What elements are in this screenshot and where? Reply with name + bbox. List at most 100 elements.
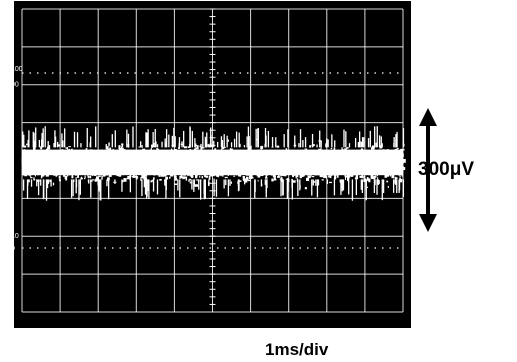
trace-point xyxy=(322,152,324,154)
trace-point xyxy=(29,172,30,174)
trace-point xyxy=(356,162,358,164)
trace-point xyxy=(158,175,160,176)
trace-point xyxy=(293,180,296,182)
trace-point xyxy=(400,176,401,178)
trace-spike xyxy=(128,134,129,148)
trace-spike xyxy=(287,129,288,147)
trace-point xyxy=(331,153,334,155)
trace-point xyxy=(189,163,191,167)
trace-point xyxy=(47,156,49,159)
trace-point xyxy=(178,169,180,170)
trace-point xyxy=(129,155,131,158)
trace-spike xyxy=(327,179,328,184)
trace-point xyxy=(88,160,89,163)
trace-spike xyxy=(395,140,396,148)
trace-spike xyxy=(348,179,349,194)
trace-point xyxy=(220,154,221,158)
trace-point xyxy=(33,149,35,151)
trace-spike xyxy=(258,128,259,147)
trace-point xyxy=(201,154,203,156)
trace-point xyxy=(252,171,255,174)
trace-spike xyxy=(98,179,99,191)
trace-point xyxy=(355,157,358,159)
trace-point xyxy=(173,156,175,158)
trace-point xyxy=(45,153,46,154)
trace-spike xyxy=(231,142,232,147)
trace-spike xyxy=(313,179,314,185)
trace-point xyxy=(198,164,200,167)
trace-point xyxy=(258,175,260,177)
trace-point xyxy=(193,152,195,155)
trace-point xyxy=(111,166,113,169)
trace-point xyxy=(248,169,251,170)
trace-point xyxy=(178,147,180,149)
trace-spike xyxy=(74,132,75,148)
trace-point xyxy=(206,170,208,173)
trace-point xyxy=(201,171,202,172)
time-scale-label: 1ms/div xyxy=(265,340,328,360)
trace-point xyxy=(237,151,239,152)
trace-point xyxy=(105,159,107,161)
trace-point xyxy=(74,157,75,159)
trace-spike xyxy=(33,133,34,147)
trace-spike xyxy=(22,131,23,147)
trace-spike xyxy=(27,140,28,147)
trace-point xyxy=(379,173,381,175)
trace-spike xyxy=(370,131,371,147)
trace-point xyxy=(92,165,95,168)
trace-point xyxy=(164,173,166,176)
trace-point xyxy=(303,154,306,156)
trace-point xyxy=(129,165,130,167)
trace-spike xyxy=(376,179,377,194)
trace-point xyxy=(29,158,31,161)
trace-point xyxy=(159,179,161,181)
trace-point xyxy=(359,172,361,174)
trace-point xyxy=(61,171,63,175)
trace-spike xyxy=(40,179,41,181)
trace-point xyxy=(258,160,259,163)
trace-point xyxy=(173,167,176,170)
trace-point xyxy=(235,160,236,163)
trace-point xyxy=(72,168,74,169)
trace-point xyxy=(317,164,319,166)
trace-point xyxy=(394,167,395,169)
trace-spike xyxy=(161,142,162,148)
trace-point xyxy=(196,160,199,161)
trace-spike xyxy=(148,179,149,199)
trace-point xyxy=(175,161,177,163)
trace-point xyxy=(171,155,172,157)
trace-point xyxy=(61,149,63,150)
trace-point xyxy=(135,176,136,178)
trace-point xyxy=(300,175,302,178)
trace-point xyxy=(280,156,282,160)
trace-point xyxy=(90,176,92,179)
trace-point xyxy=(257,155,260,157)
trace-spike xyxy=(31,179,32,186)
trace-point xyxy=(267,161,270,163)
trace-spike xyxy=(28,179,29,182)
trace-point xyxy=(171,167,173,170)
trace-point xyxy=(331,148,332,149)
trace-point xyxy=(349,150,350,153)
trace-spike xyxy=(132,126,133,147)
trace-spike xyxy=(50,179,51,186)
trace-point xyxy=(401,173,402,176)
trace-point xyxy=(184,146,187,148)
graticule-mark: 100 xyxy=(11,66,23,73)
trace-point xyxy=(250,146,251,150)
trace-spike xyxy=(217,142,218,147)
trace-point xyxy=(140,160,142,163)
trace-point xyxy=(123,163,124,167)
trace-point xyxy=(174,149,177,152)
trace-point xyxy=(390,174,392,176)
trace-spike xyxy=(224,134,225,147)
trace-spike xyxy=(340,179,341,182)
trace-point xyxy=(282,152,283,154)
trace-point xyxy=(106,167,108,171)
trace-point xyxy=(133,163,136,167)
trace-point xyxy=(364,156,366,159)
trace-point xyxy=(33,161,36,164)
trace-point xyxy=(127,178,129,179)
trace-point xyxy=(223,166,225,169)
trace-point xyxy=(382,166,384,168)
